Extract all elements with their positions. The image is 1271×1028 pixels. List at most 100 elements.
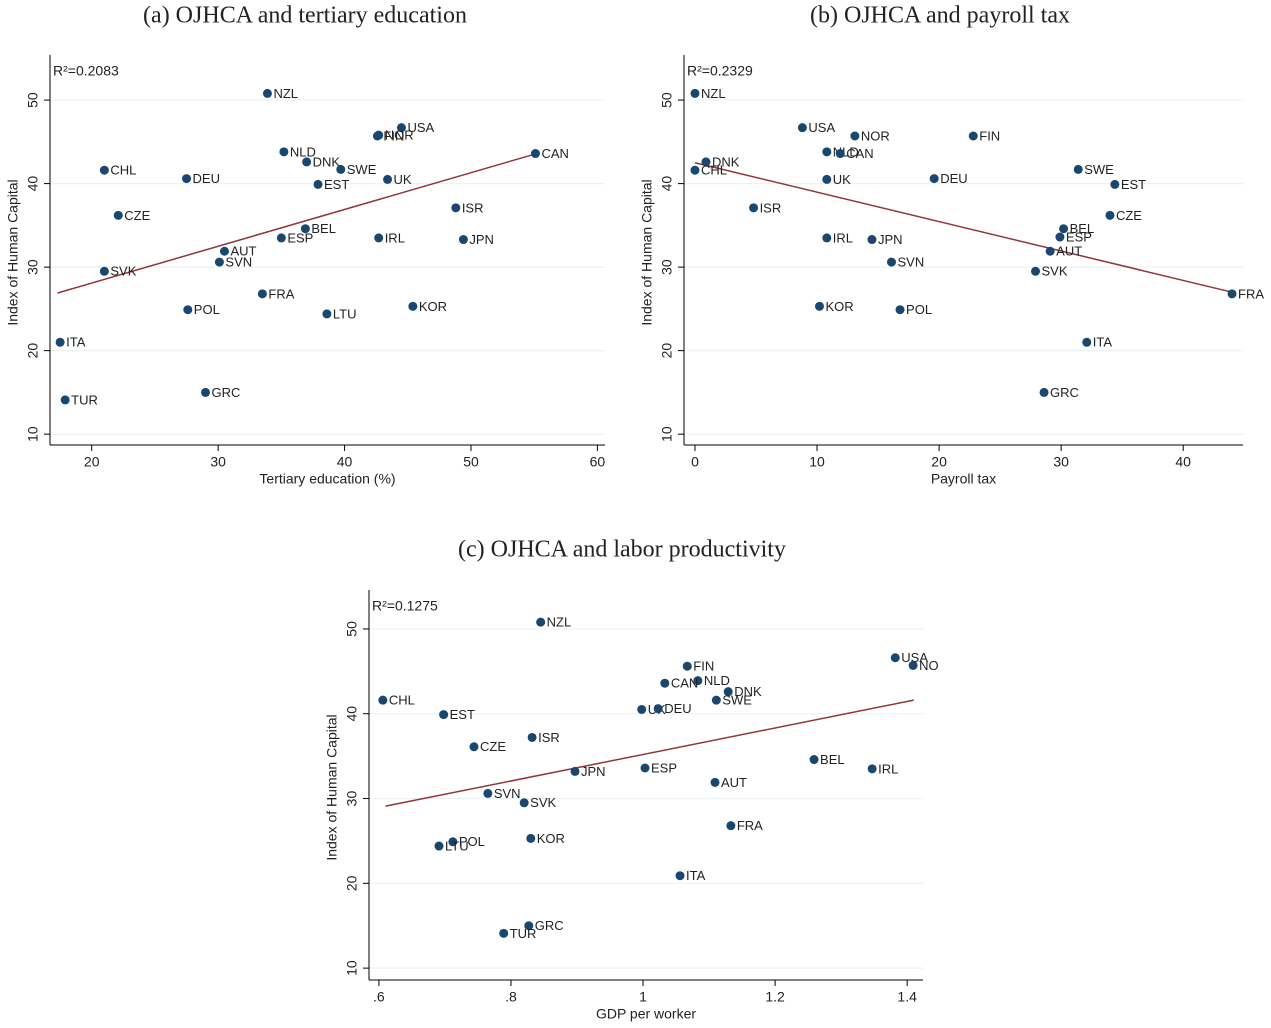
point-label: CHL <box>701 163 727 178</box>
point-label: EST <box>450 707 475 722</box>
point-label: KOR <box>537 831 565 846</box>
point <box>867 764 877 774</box>
point <box>929 174 939 184</box>
point-label: POL <box>194 302 220 317</box>
point-label: TUR <box>71 392 98 407</box>
point-label: POL <box>459 834 485 849</box>
point-label: BEL <box>820 752 845 767</box>
point <box>262 88 272 98</box>
point <box>1045 246 1055 256</box>
point <box>99 165 109 175</box>
point <box>434 841 444 851</box>
point-label: EST <box>324 177 349 192</box>
panel-title: (a) OJHCA and tertiary education <box>143 3 467 29</box>
point-label: CZE <box>124 208 150 223</box>
point <box>822 174 832 184</box>
point <box>1110 179 1120 189</box>
point-label: DNK <box>734 684 762 699</box>
point <box>895 305 905 315</box>
y-tick-label: 40 <box>659 176 675 192</box>
point-label: NO <box>919 658 939 673</box>
point-label: ESP <box>1066 229 1092 244</box>
point-label: GRC <box>1050 385 1079 400</box>
point <box>469 742 479 752</box>
point-label: SVK <box>1042 264 1068 279</box>
point <box>257 289 267 299</box>
x-axis-title: Tertiary education (%) <box>259 471 395 487</box>
x-tick-label: 10 <box>809 454 825 470</box>
point <box>483 788 493 798</box>
point <box>822 147 832 157</box>
point-label: NOR <box>385 128 414 143</box>
x-axis-title: GDP per worker <box>596 1006 696 1022</box>
point <box>113 210 123 220</box>
x-tick-label: 40 <box>1175 454 1191 470</box>
point-label: CAN <box>846 146 873 161</box>
point <box>1031 266 1041 276</box>
x-tick-label: 0 <box>691 454 699 470</box>
y-tick-label: 10 <box>344 960 360 976</box>
r-squared: R²=0.1275 <box>372 598 438 614</box>
point-label: NZL <box>547 615 572 630</box>
point <box>908 660 918 670</box>
point-label: LTU <box>333 306 357 321</box>
point-label: CHL <box>110 163 136 178</box>
r-squared: R²=0.2329 <box>687 63 753 79</box>
x-tick-label: 50 <box>463 454 479 470</box>
y-tick-label: 10 <box>25 426 41 442</box>
point <box>710 777 720 787</box>
x-tick-label: 1.4 <box>897 989 917 1005</box>
x-tick-label: 60 <box>590 454 606 470</box>
point <box>1055 232 1065 242</box>
point-label: CHL <box>389 693 415 708</box>
point-label: FRA <box>737 818 763 833</box>
point <box>201 387 211 397</box>
point-label: AUT <box>721 775 747 790</box>
point <box>55 337 65 347</box>
point-label: CAN <box>541 146 568 161</box>
point-label: FIN <box>383 128 404 143</box>
point <box>675 871 685 881</box>
point <box>526 833 536 843</box>
y-tick-label: 50 <box>659 92 675 108</box>
point <box>313 179 323 189</box>
point <box>536 617 546 627</box>
point <box>1227 289 1237 299</box>
point <box>1039 387 1049 397</box>
x-tick-label: 1 <box>639 989 647 1005</box>
point <box>726 821 736 831</box>
point-label: ITA <box>66 335 86 350</box>
point <box>749 203 759 213</box>
point <box>835 149 845 159</box>
point <box>408 301 418 311</box>
point-label: CAN <box>671 676 698 691</box>
point-label: ITA <box>1093 335 1113 350</box>
point-label: SVK <box>110 264 136 279</box>
fit-line <box>385 699 914 807</box>
y-tick-label: 20 <box>659 343 675 359</box>
x-axis-title: Payroll tax <box>931 471 996 487</box>
point <box>383 174 393 184</box>
x-tick-label: 20 <box>931 454 947 470</box>
point <box>276 233 286 243</box>
point-label: SWE <box>1084 162 1114 177</box>
point-label: AUT <box>230 244 256 259</box>
point <box>99 266 109 276</box>
point-label: JPN <box>581 764 606 779</box>
point-label: LTU <box>445 838 469 853</box>
point <box>530 149 540 159</box>
point-label: SWE <box>722 693 752 708</box>
point-label: DNK <box>712 154 740 169</box>
point-label: GRC <box>535 918 564 933</box>
y-tick-label: 40 <box>344 706 360 722</box>
point <box>822 233 832 243</box>
point <box>396 123 406 133</box>
point-label: JPN <box>469 232 494 247</box>
point-label: FRA <box>1238 286 1264 301</box>
point <box>690 88 700 98</box>
point-label: BEL <box>311 221 336 236</box>
point-label: SVN <box>225 255 252 270</box>
point-label: DEU <box>664 701 691 716</box>
point <box>374 233 384 243</box>
